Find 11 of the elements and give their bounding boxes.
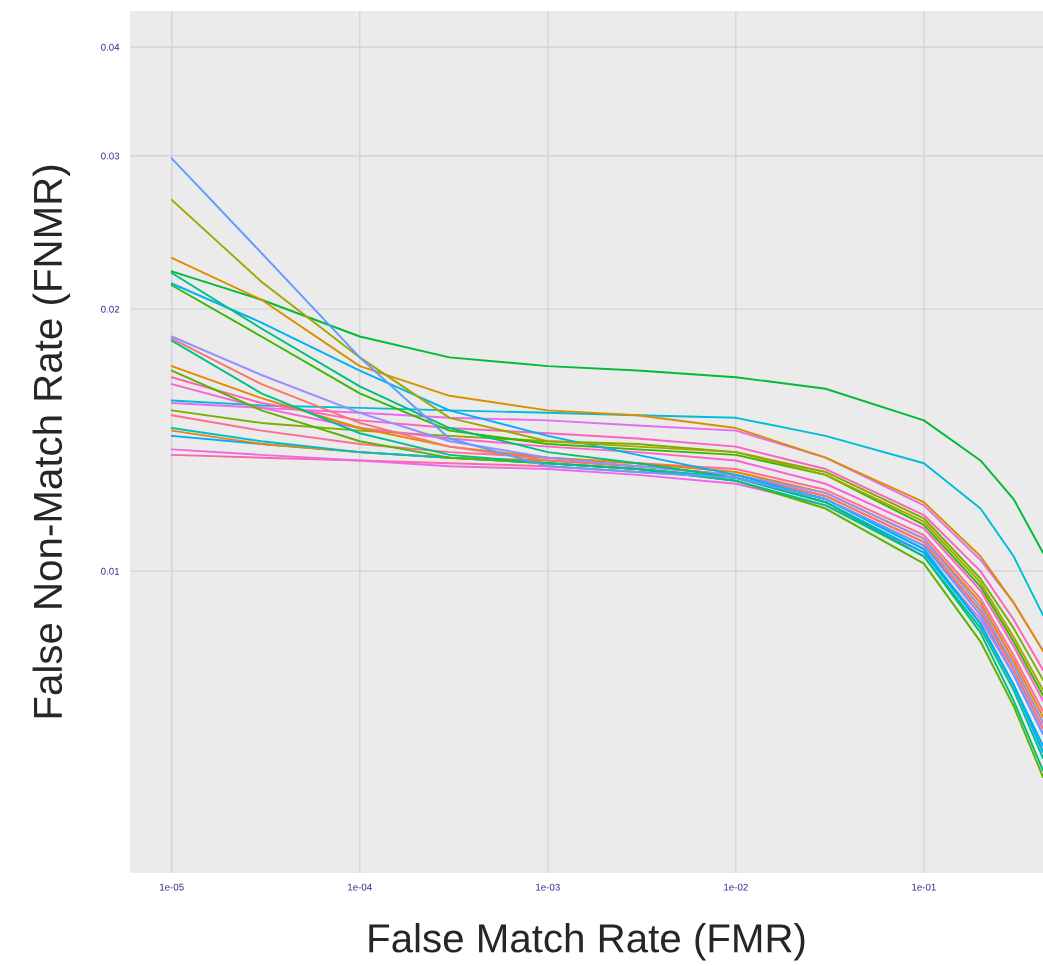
y-tick-label: 0.02 [101,305,120,313]
x-tick-label: 1e-04 [348,883,372,891]
x-axis-title: False Match Rate (FMR) [369,923,805,961]
x-tick-label: 1e-01 [912,883,936,891]
y-tick-label: 0.03 [101,152,120,160]
x-tick-label: 1e-05 [160,883,184,891]
y-tick-label: 0.04 [101,43,120,51]
x-tick-label: 1e-03 [536,883,560,891]
y-tick-label: 0.01 [101,567,120,575]
x-tick-label: 1e-02 [724,883,748,891]
y-axis-title: False Non-Match Rate (FNMR) [32,165,71,718]
